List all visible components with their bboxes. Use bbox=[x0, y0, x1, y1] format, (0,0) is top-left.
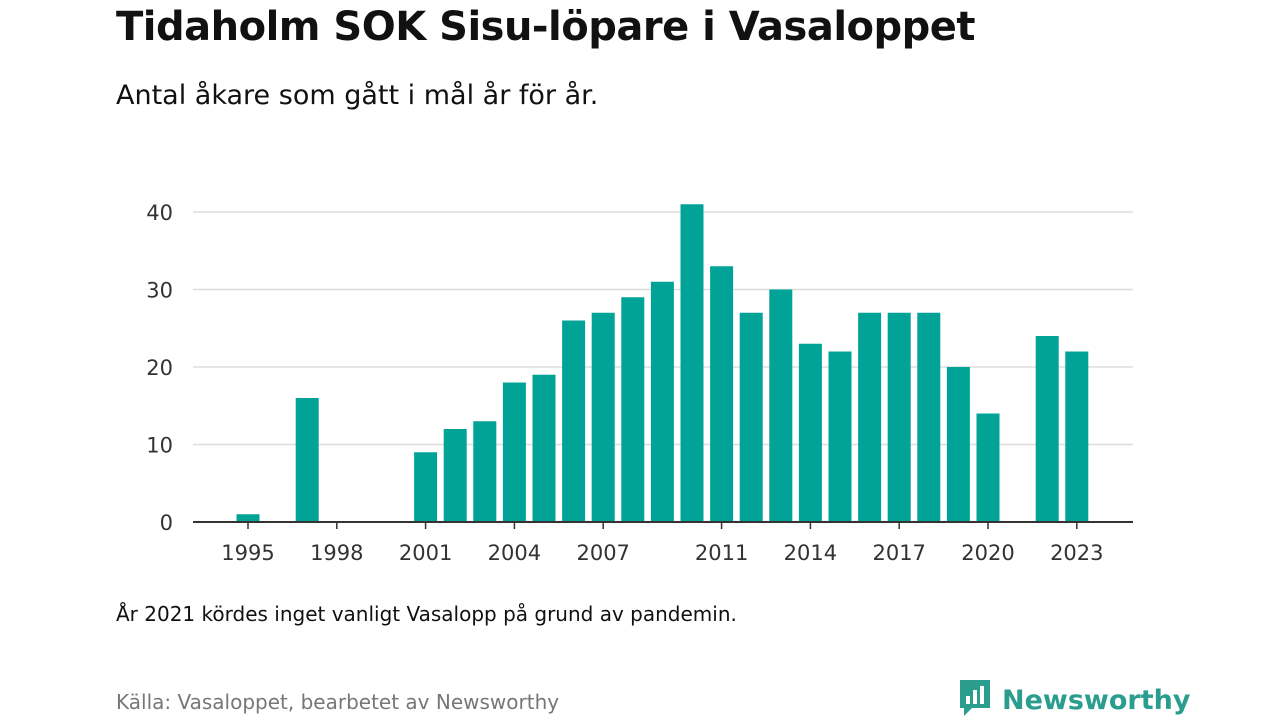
brand-logo: Newsworthy bbox=[958, 678, 1190, 722]
bar-chart: 0 10 20 30 40 1995 1998 2001 2004 2007 2011 2014 201… bbox=[146, 201, 1133, 565]
chart-title: Tidaholm SOK Sisu-löpare i Vasaloppet bbox=[116, 4, 976, 50]
bar-1997 bbox=[295, 398, 319, 522]
bar-2005 bbox=[532, 374, 556, 522]
x-tick-label: 1995 bbox=[221, 541, 274, 565]
bar-2014 bbox=[798, 343, 822, 522]
bar-2002 bbox=[443, 429, 467, 522]
bar-2001 bbox=[414, 452, 438, 522]
bar-2019 bbox=[946, 367, 970, 522]
bar-2010 bbox=[680, 204, 704, 522]
x-tick-label: 2017 bbox=[872, 541, 925, 565]
newsworthy-logo-icon bbox=[958, 678, 992, 722]
bar-2004 bbox=[502, 382, 526, 522]
bar-2020 bbox=[976, 413, 1000, 522]
brand-name: Newsworthy bbox=[1002, 684, 1191, 716]
bar-2016 bbox=[858, 312, 882, 522]
chart-footnote: År 2021 kördes inget vanligt Vasalopp på… bbox=[116, 602, 737, 626]
bar-2003 bbox=[473, 421, 497, 522]
source-text: Källa: Vasaloppet, bearbetet av Newswort… bbox=[116, 690, 560, 714]
y-tick-label: 20 bbox=[146, 356, 173, 380]
x-tick-label: 2011 bbox=[695, 541, 748, 565]
y-tick-label: 30 bbox=[146, 279, 173, 303]
bar-2013 bbox=[769, 289, 793, 522]
bar-2007 bbox=[591, 312, 615, 522]
bar-2006 bbox=[562, 320, 586, 522]
y-tick-label: 0 bbox=[160, 511, 173, 535]
x-tick-label: 2004 bbox=[488, 541, 541, 565]
x-tick-label: 2007 bbox=[576, 541, 629, 565]
x-tick-label: 2014 bbox=[784, 541, 837, 565]
x-tick-label: 2020 bbox=[961, 541, 1014, 565]
chart-subtitle: Antal åkare som gått i mål år för år. bbox=[116, 80, 599, 111]
x-tick-label: 1998 bbox=[310, 541, 363, 565]
x-tick-label: 2023 bbox=[1050, 541, 1103, 565]
y-tick-label: 40 bbox=[146, 201, 173, 225]
bar-2011 bbox=[710, 266, 734, 522]
bar-2023 bbox=[1065, 351, 1089, 522]
bar-1995 bbox=[236, 514, 260, 522]
y-tick-label: 10 bbox=[146, 434, 173, 458]
bar-2018 bbox=[917, 312, 941, 522]
bar-2012 bbox=[739, 312, 763, 522]
x-tick-label: 2001 bbox=[399, 541, 452, 565]
bar-2008 bbox=[621, 297, 645, 522]
bar-2015 bbox=[828, 351, 852, 522]
bar-2022 bbox=[1035, 336, 1059, 522]
bar-2009 bbox=[650, 281, 674, 522]
bar-2017 bbox=[887, 312, 911, 522]
